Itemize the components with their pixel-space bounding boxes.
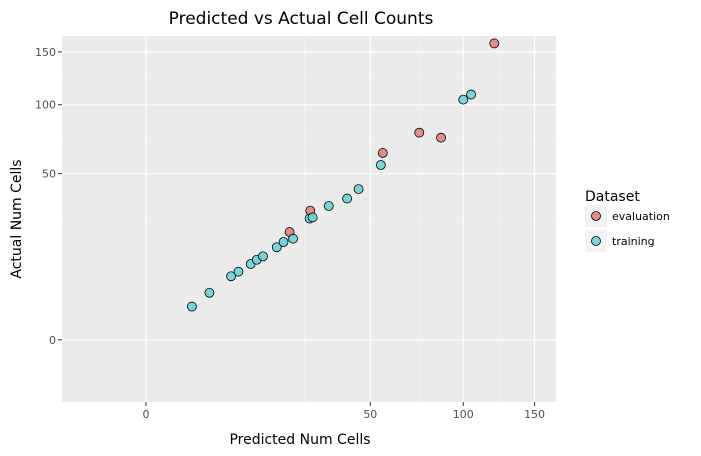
y-tick-label: 50 [42, 168, 56, 181]
y-axis-title: Actual Num Cells [9, 159, 25, 278]
data-point-evaluation [414, 127, 425, 138]
legend: Dataset evaluation training [585, 189, 670, 252]
data-point-training [204, 287, 215, 298]
x-tick-label: 100 [453, 408, 474, 421]
data-point-training [258, 251, 268, 262]
data-point-training [353, 184, 364, 194]
x-tick-label: 0 [142, 408, 149, 421]
y-tick-label: 100 [35, 99, 56, 112]
legend-marker-evaluation [591, 211, 601, 221]
legend-marker-training [591, 236, 601, 246]
y-tick-label: 150 [35, 46, 56, 59]
data-point-training [466, 89, 476, 100]
y-tick-label: 0 [49, 334, 56, 347]
data-point-training [342, 193, 353, 204]
data-point-training [271, 242, 282, 253]
data-point-training [458, 94, 469, 105]
data-point-evaluation [489, 38, 500, 49]
data-point-training [187, 301, 197, 312]
data-points [187, 38, 500, 312]
axis-ticks: 0 50 100 150 0 50 100 150 [35, 46, 545, 421]
data-point-training [226, 271, 236, 282]
x-tick-label: 150 [524, 408, 545, 421]
data-point-training [233, 266, 244, 277]
data-point-training [323, 201, 334, 211]
x-tick-label: 50 [363, 408, 377, 421]
legend-label-evaluation: evaluation [612, 210, 670, 223]
data-point-training [307, 212, 318, 223]
data-point-evaluation [377, 148, 388, 158]
data-point-training [288, 233, 298, 244]
data-point-training [278, 237, 289, 247]
data-point-evaluation [436, 132, 446, 143]
x-axis-title: Predicted Num Cells [229, 432, 370, 448]
legend-title: Dataset [585, 189, 640, 205]
legend-label-training: training [612, 235, 655, 248]
chart-title: Predicted vs Actual Cell Counts [169, 9, 434, 29]
data-point-training [375, 160, 386, 170]
